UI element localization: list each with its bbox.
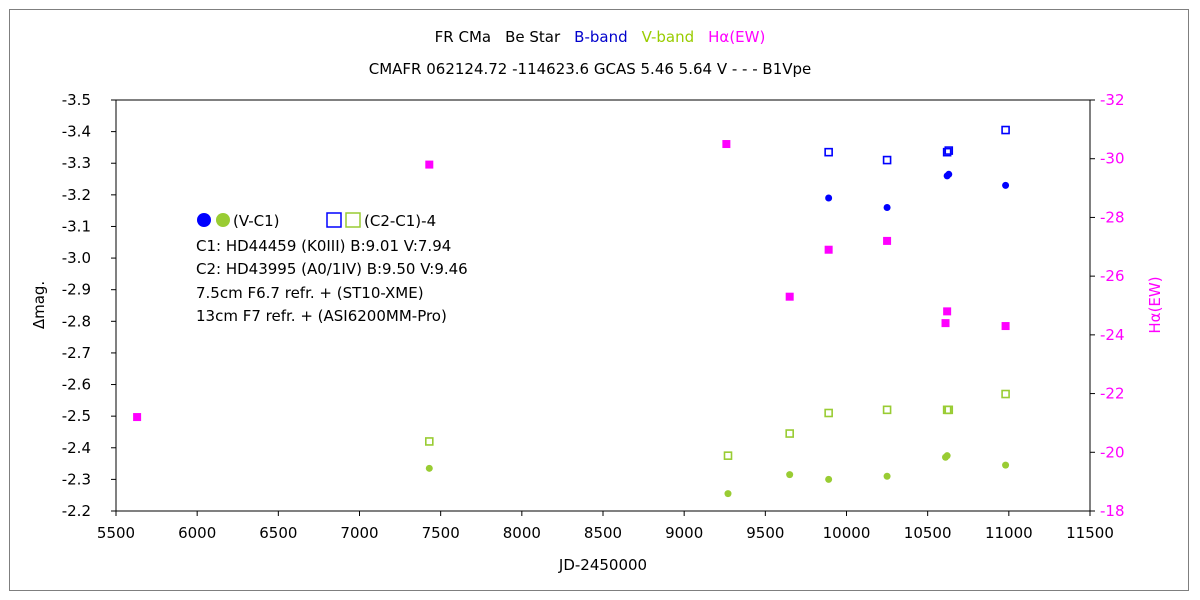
legend-v-square <box>345 212 361 228</box>
title-part: B-band <box>574 28 627 46</box>
x-tick-label: 9000 <box>665 524 703 542</box>
y-tick-label: -2.9 <box>62 281 91 299</box>
data-point-dot <box>825 475 833 483</box>
data-point-dot <box>786 471 794 479</box>
data-point-dot <box>945 170 953 178</box>
y-tick-label: -2.4 <box>62 439 91 457</box>
data-point-halpha <box>133 413 142 422</box>
data-point-square <box>425 437 434 446</box>
x-tick-label: 10500 <box>904 524 952 542</box>
x-tick-label: 8500 <box>584 524 622 542</box>
data-point-halpha <box>425 160 434 169</box>
legend-line-c2: C2: HD43995 (A0/1IV) B:9.50 V:9.46 <box>196 260 468 278</box>
y2-axis: -18 -20 -22 -24 -26 -28 -30 -32 <box>1090 91 1125 520</box>
x-tick-label: 7500 <box>422 524 460 542</box>
y-tick-label: -3.5 <box>62 91 91 109</box>
legend-dot-label: (V-C1) <box>233 212 280 230</box>
data-point-halpha <box>1001 322 1010 331</box>
chart-title: FR CMa Be Star B-band V-band Hα(EW) <box>435 28 766 46</box>
legend-line-c1: C1: HD44459 (K0III) B:9.01 V:7.94 <box>196 237 451 255</box>
y2-tick-label: -32 <box>1100 91 1125 109</box>
data-point-square <box>824 147 833 157</box>
y-tick-label: -3.2 <box>62 186 91 204</box>
data-point-dot <box>724 490 732 498</box>
data-point-dot <box>883 472 891 480</box>
chart-subtitle: CMAFR 062124.72 -114623.6 GCAS 5.46 5.64… <box>369 60 812 78</box>
x-tick-label: 10000 <box>823 524 871 542</box>
data-point-square <box>882 155 892 165</box>
title-part: FR CMa <box>435 28 491 46</box>
data-point-halpha <box>722 140 731 149</box>
data-point-halpha <box>785 292 794 301</box>
data-point-dot <box>1002 181 1010 189</box>
y-tick-label: -3.0 <box>62 249 91 267</box>
title-part: Be Star <box>505 28 561 46</box>
y2-tick-label: -22 <box>1100 385 1125 403</box>
x-tick-label: 11500 <box>1066 524 1114 542</box>
data-point-square <box>1001 389 1010 399</box>
data-point-square <box>942 147 952 157</box>
legend-b-dot <box>197 213 211 227</box>
x-tick-label: 6500 <box>259 524 297 542</box>
data-points <box>133 125 1010 498</box>
data-point-dot <box>1002 461 1010 469</box>
data-point-square <box>944 146 954 155</box>
data-point-square <box>944 405 954 415</box>
data-point-halpha <box>943 307 952 316</box>
y2-tick-label: -24 <box>1100 326 1125 344</box>
data-point-halpha <box>941 319 950 328</box>
y-tick-label: -2.7 <box>62 344 91 362</box>
x-tick-label: 5500 <box>97 524 135 542</box>
data-point-halpha <box>824 245 833 254</box>
y2-tick-label: -20 <box>1100 443 1125 461</box>
y2-tick-label: -28 <box>1100 208 1125 226</box>
x-tick-label: 11000 <box>985 524 1033 542</box>
y-tick-label: -3.1 <box>62 217 91 235</box>
y-tick-label: -2.6 <box>62 376 91 394</box>
chart-frame <box>9 9 1189 591</box>
data-point-square <box>824 408 833 418</box>
data-point-square <box>785 429 794 438</box>
y-tick-label: -2.8 <box>62 312 91 330</box>
x-tick-label: 9500 <box>746 524 784 542</box>
x-tick-label: 7000 <box>340 524 378 542</box>
data-point-dot <box>425 464 433 472</box>
y-axis: -2.2 -2.3 -2.4 -2.5 -2.6 -2.7 -2.8 -2.9 -3.0 -3.1… <box>62 91 116 520</box>
data-point-dot <box>883 203 891 211</box>
legend-square-label: (C2-C1)-4 <box>364 212 436 230</box>
data-point-square <box>882 405 892 415</box>
data-point-dot <box>825 194 833 202</box>
y2-tick-label: -18 <box>1100 502 1125 520</box>
y-tick-label: -3.4 <box>62 123 91 141</box>
y-tick-label: -2.2 <box>62 502 91 520</box>
legend-b-square <box>326 212 342 228</box>
x-tick-label: 8000 <box>503 524 541 542</box>
x-tick-label: 6000 <box>178 524 216 542</box>
legend-v-dot <box>216 213 230 227</box>
y2-axis-label: Hα(EW) <box>1146 276 1164 333</box>
y-tick-label: -2.5 <box>62 407 91 425</box>
data-point-square <box>1001 125 1010 135</box>
data-point-square <box>723 451 733 460</box>
y-axis-label: Δmag. <box>30 281 48 329</box>
plot-area <box>115 99 1091 512</box>
y-tick-label: -3.3 <box>62 154 91 172</box>
title-part: Hα(EW) <box>708 28 765 46</box>
title-part: V-band <box>642 28 695 46</box>
y-tick-label: -2.3 <box>62 470 91 488</box>
legend-line-scope2: 13cm F7 refr. + (ASI6200MM-Pro) <box>196 307 447 325</box>
data-point-dot <box>943 452 951 460</box>
y2-tick-label: -30 <box>1100 150 1125 168</box>
legend-line-scope1: 7.5cm F6.7 refr. + (ST10-XME) <box>196 284 424 302</box>
x-axis-label: JD-2450000 <box>558 556 647 574</box>
y2-tick-label: -26 <box>1100 267 1125 285</box>
data-point-halpha <box>883 236 892 245</box>
legend: (V-C1) (C2-C1)-4 C1: HD44459 (K0III) B:9… <box>196 212 468 325</box>
x-axis: 5500 6000 6500 7000 7500 8000 8500 9000 9500 1000… <box>97 511 1114 542</box>
